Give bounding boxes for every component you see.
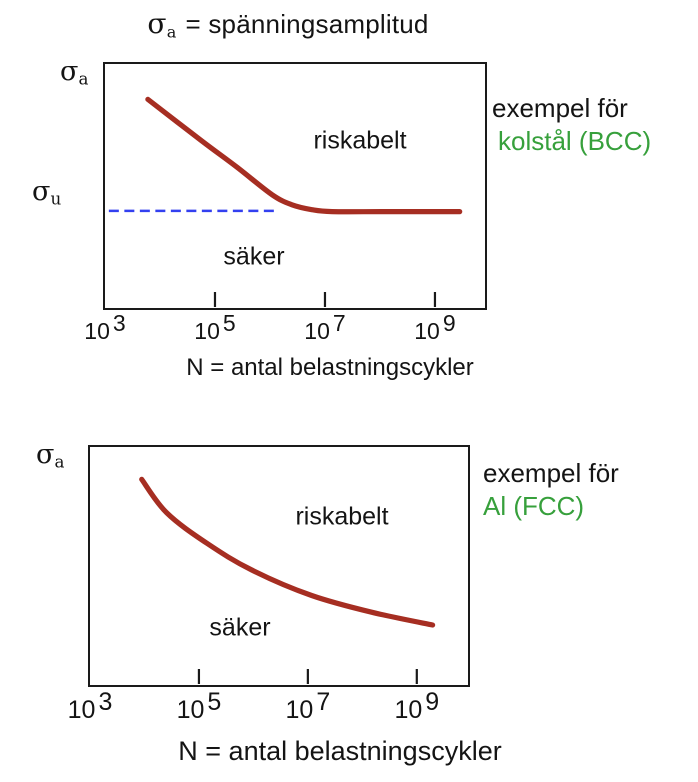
- annotation-bcc: exempel för kolstål (BCC): [492, 92, 651, 158]
- x-tick-label: 10 9: [394, 688, 439, 725]
- tick-exponent: 5: [207, 688, 222, 716]
- annotation-line1: exempel för: [492, 93, 628, 123]
- x-tick-label: 10 3: [84, 310, 125, 345]
- fatigue-curve-bcc: [145, 96, 463, 215]
- tick-base: 10: [67, 696, 96, 724]
- sigma-subscript: a: [166, 22, 177, 42]
- x-axis-ticks: [213, 292, 437, 307]
- sigma-subscript: u: [50, 188, 62, 209]
- tick-exponent: 7: [316, 688, 331, 716]
- y-axis-label-sigma-a: σa: [60, 56, 88, 89]
- tick-exponent: 9: [442, 310, 456, 336]
- plot-area-bcc: riskabelt säker: [103, 62, 487, 310]
- x-tick-label: 10 7: [304, 310, 345, 345]
- region-label-safe: säker: [209, 613, 271, 642]
- region-label-safe: säker: [223, 242, 285, 271]
- tick-exponent: 3: [112, 310, 126, 336]
- x-axis-tick-labels: 10 3 10 5 10 7 10 9: [84, 310, 485, 356]
- sigma-symbol: σ: [60, 56, 79, 87]
- x-axis-caption: N = antal belastningscykler: [186, 354, 474, 381]
- tick-exponent: 7: [332, 310, 346, 336]
- plot-canvas-bcc: [108, 96, 463, 307]
- fatigue-curve-fcc: [139, 476, 436, 628]
- tick-base: 10: [414, 318, 440, 344]
- annotation-material-bcc: kolstål (BCC): [498, 126, 652, 156]
- annotation-fcc: exempel för Al (FCC): [483, 457, 619, 523]
- sigma-subscript: a: [54, 451, 65, 472]
- x-axis-caption: N = antal belastningscykler: [178, 736, 502, 766]
- y-axis-label-sigma-a: σa: [36, 439, 64, 472]
- x-tick-label: 10 5: [194, 310, 235, 345]
- x-tick-label: 10 3: [67, 688, 113, 725]
- tick-exponent: 5: [222, 310, 236, 336]
- x-tick-label: 10 5: [176, 688, 222, 725]
- annotation-line1: exempel för: [483, 458, 619, 488]
- sigma-symbol: σ: [147, 7, 167, 40]
- tick-exponent: 3: [98, 688, 113, 716]
- page-title: σa = spänningsamplitud: [147, 7, 428, 42]
- region-label-risky: riskabelt: [295, 502, 389, 531]
- tick-base: 10: [194, 318, 220, 344]
- tick-base: 10: [285, 696, 314, 724]
- x-axis-tick-labels: 10 3 10 5 10 7 10 9: [68, 688, 468, 734]
- sigma-symbol: σ: [36, 439, 55, 470]
- x-axis-ticks: [197, 669, 418, 684]
- tick-exponent: 9: [425, 688, 440, 716]
- page-title-text: = spänningsamplitud: [185, 9, 429, 39]
- tick-base: 10: [176, 696, 205, 724]
- tick-base: 10: [304, 318, 330, 344]
- x-tick-label: 10 7: [285, 688, 331, 725]
- x-tick-label: 10 9: [414, 310, 455, 345]
- annotation-material-fcc: Al (FCC): [483, 491, 585, 521]
- region-label-risky: riskabelt: [313, 126, 407, 155]
- sigma-symbol: σ: [32, 176, 51, 207]
- tick-base: 10: [394, 696, 423, 724]
- plot-canvas-fcc: [139, 476, 436, 684]
- tick-base: 10: [84, 318, 110, 344]
- plot-area-fcc: riskabelt säker: [88, 445, 470, 687]
- fatigue-limit-label-sigma-u: σu: [32, 176, 61, 209]
- sigma-subscript: a: [78, 68, 89, 89]
